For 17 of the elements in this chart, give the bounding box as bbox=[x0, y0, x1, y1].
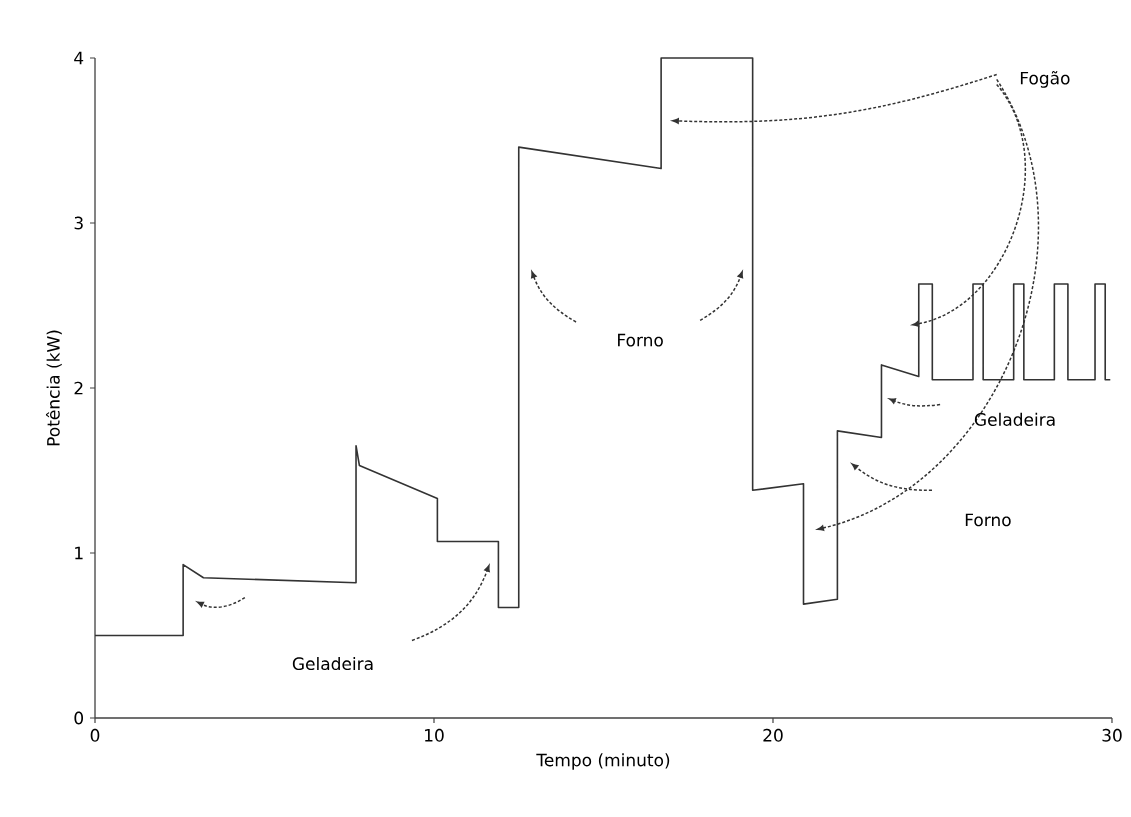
annotation: Geladeira bbox=[292, 656, 373, 671]
line-series bbox=[94, 57, 1112, 637]
annotation: Fogão bbox=[1020, 71, 1070, 88]
y-tick-label: 3 bbox=[74, 216, 83, 230]
x-tick-label: 20 bbox=[763, 728, 783, 742]
annotation: Forno bbox=[618, 333, 663, 347]
y-tick-label: 2 bbox=[74, 381, 83, 395]
annotation: Geladeira bbox=[974, 412, 1055, 426]
y-tick-label: 1 bbox=[75, 546, 83, 560]
annotation: Forno bbox=[965, 513, 1011, 527]
y-axis-title: Potência (kW) bbox=[45, 330, 62, 446]
x-axis-title: Tempo (minuto) bbox=[536, 753, 670, 770]
y-tick-label: 4 bbox=[74, 51, 84, 65]
y-tick-label: 0 bbox=[74, 711, 84, 725]
x-tick-label: 10 bbox=[425, 728, 444, 742]
x-tick-label: 0 bbox=[90, 728, 100, 742]
x-tick-label: 30 bbox=[1102, 728, 1122, 742]
